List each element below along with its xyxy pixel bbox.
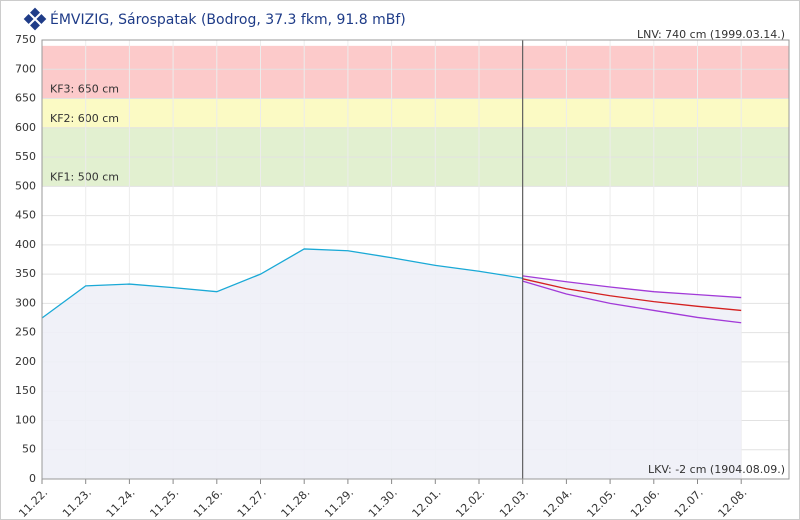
band-label: KF1: 500 cm	[50, 170, 119, 183]
chart-title: ÉMVIZIG, Sárospatak (Bodrog, 37.3 fkm, 9…	[50, 11, 406, 28]
y-tick-label: 300	[15, 296, 36, 309]
alert-band	[42, 98, 789, 128]
y-tick-label: 150	[15, 384, 36, 397]
y-tick-label: 250	[15, 326, 36, 339]
series-line	[522, 275, 742, 299]
y-tick-label: 50	[22, 443, 36, 456]
y-tick-label: 650	[15, 92, 36, 105]
y-tick-label: 0	[29, 472, 36, 485]
logo	[23, 7, 47, 31]
y-tick-label: 500	[15, 179, 36, 192]
y-tick-label: 400	[15, 238, 36, 251]
alert-band	[42, 45, 789, 99]
area-fill	[522, 275, 742, 479]
plot-border	[41, 39, 790, 480]
annotation: LNV: 740 cm (1999.03.14.)	[637, 28, 785, 41]
y-tick-label: 200	[15, 355, 36, 368]
series-line	[41, 248, 523, 319]
y-tick-label: 450	[15, 209, 36, 222]
annotation: LKV: -2 cm (1904.08.09.)	[648, 463, 785, 476]
series-line	[522, 278, 742, 312]
y-tick-label: 700	[15, 62, 36, 75]
series-line	[522, 280, 742, 324]
band-label: KF2: 600 cm	[50, 112, 119, 125]
y-tick-label: 550	[15, 150, 36, 163]
area-fill	[42, 248, 523, 479]
y-tick-label: 350	[15, 267, 36, 280]
band-label: KF3: 650 cm	[50, 83, 119, 96]
y-tick-label: 100	[15, 413, 36, 426]
y-tick-label: 750	[15, 33, 36, 46]
y-tick-label: 600	[15, 121, 36, 134]
